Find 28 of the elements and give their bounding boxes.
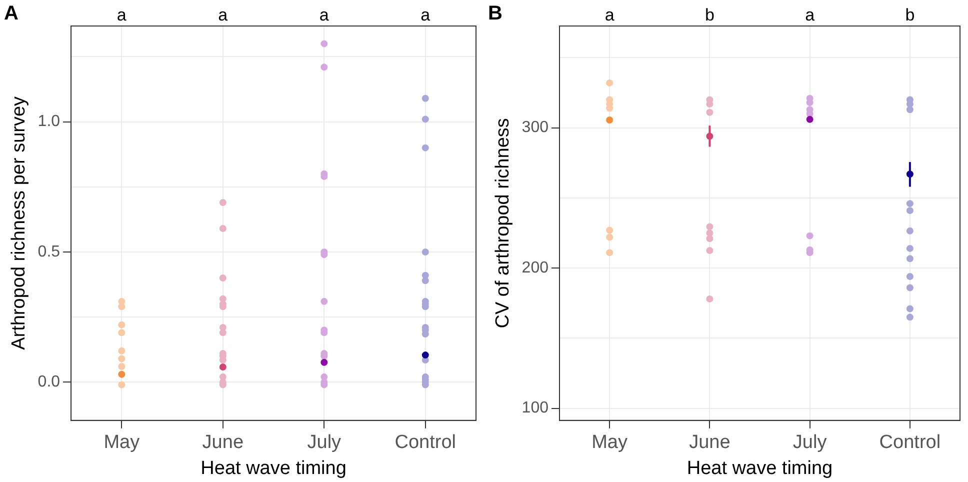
text: a [805, 6, 816, 25]
text: a [116, 6, 127, 25]
x-tick-label: May [104, 432, 140, 454]
x-axis-title: Heat wave timing [200, 458, 346, 479]
text: a [420, 6, 431, 25]
x-tick-label: June [689, 432, 730, 454]
text: b [704, 6, 714, 25]
y-tick-label: 0.0 [38, 374, 60, 391]
x-tick-label: Control [394, 432, 456, 454]
y-tick-label: 300 [522, 119, 549, 136]
y-tick-label: 0.5 [38, 243, 60, 260]
text: a [604, 6, 615, 25]
y-tick-label: 1.0 [38, 113, 60, 130]
x-tick-label: Control [879, 432, 941, 454]
text: a [218, 6, 228, 25]
y-tick-label: 200 [522, 259, 549, 276]
x-tick-label: July [792, 432, 828, 454]
x-tick-label: June [202, 432, 244, 454]
chart-title: A [4, 2, 18, 25]
y-axis-title: CV of arthropod richness [492, 118, 514, 328]
chart-title: B [488, 2, 502, 25]
text: a [319, 6, 330, 25]
x-tick-label: July [307, 432, 342, 454]
x-axis-title: Heat wave timing [686, 458, 833, 479]
y-tick-label: 100 [522, 400, 549, 417]
y-axis-title: Arthropod richness per survey [8, 96, 30, 350]
x-tick-label: May [592, 432, 628, 454]
text: b [905, 6, 915, 25]
